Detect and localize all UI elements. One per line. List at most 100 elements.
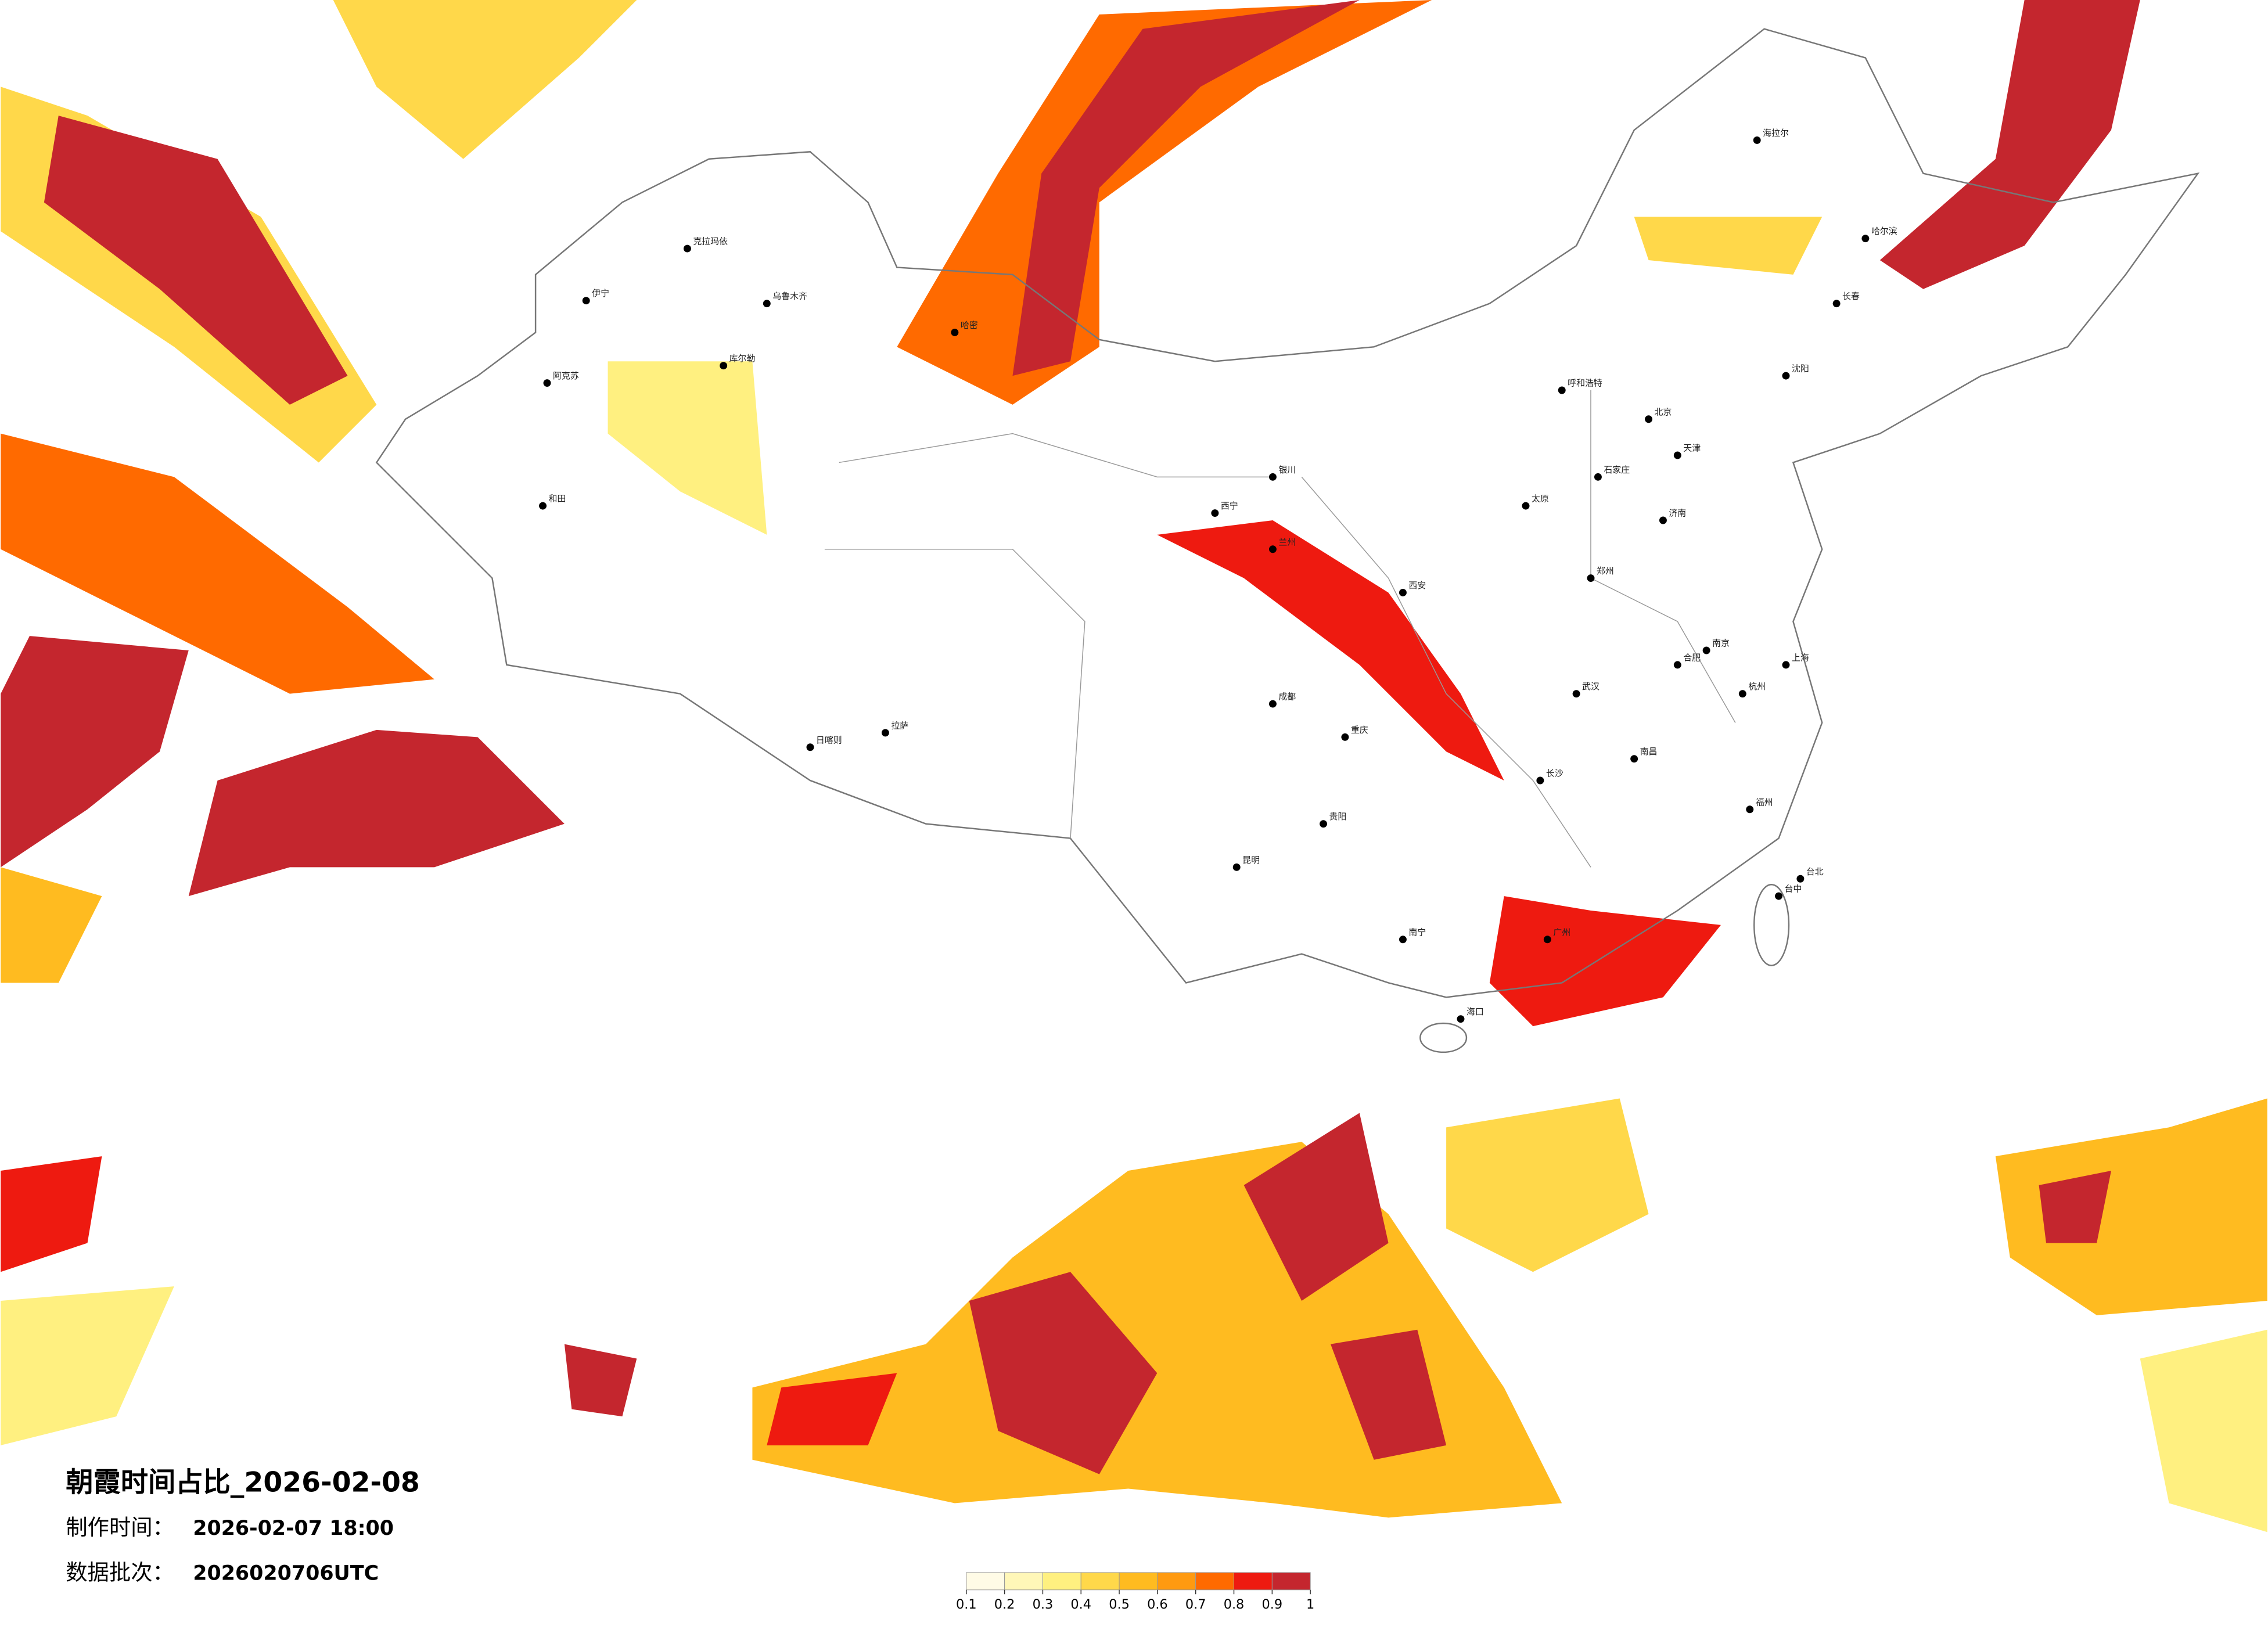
heat-area xyxy=(1,1156,102,1272)
made-time: 2026-02-07 18:00 xyxy=(193,1517,394,1540)
city-label: 呼和浩特 xyxy=(1568,378,1602,388)
tick-label: 0.9 xyxy=(1262,1597,1283,1612)
city-label: 广州 xyxy=(1553,927,1570,937)
city-dot xyxy=(1832,300,1841,308)
city-dot xyxy=(1645,415,1653,423)
city-dot xyxy=(683,244,691,253)
city-label: 库尔勒 xyxy=(729,353,756,364)
city-dot xyxy=(1746,805,1754,814)
heat-area xyxy=(1634,217,1823,275)
city-dot xyxy=(1558,386,1566,394)
heat-area xyxy=(564,1344,637,1417)
city-label: 西宁 xyxy=(1221,501,1238,511)
batch: 2026020706UTC xyxy=(193,1562,379,1585)
province-border xyxy=(824,390,1736,868)
city-dot xyxy=(1268,545,1277,553)
tick-label: 0.3 xyxy=(1033,1597,1054,1612)
city-dot xyxy=(1796,875,1805,883)
city-dot xyxy=(1522,502,1530,510)
city-label: 哈密 xyxy=(961,320,978,330)
tick-label: 0.5 xyxy=(1109,1597,1130,1612)
color-box xyxy=(1195,1572,1235,1591)
city-dot xyxy=(763,300,771,308)
heat-area xyxy=(2039,1171,2111,1243)
color-box xyxy=(1234,1572,1273,1591)
city-dot xyxy=(951,328,959,336)
heat-area xyxy=(1446,1098,1649,1272)
heat-area xyxy=(752,1142,1562,1518)
heat-area xyxy=(767,1373,897,1445)
city-label: 武汉 xyxy=(1582,681,1600,692)
heat-area xyxy=(1330,1329,1447,1460)
city-dot xyxy=(1782,661,1790,669)
heat-area xyxy=(1,433,434,694)
city-label: 克拉玛依 xyxy=(693,236,728,247)
city-dot xyxy=(1753,136,1761,144)
city-dot xyxy=(1782,372,1790,380)
city-label: 天津 xyxy=(1683,443,1701,454)
city-label: 成都 xyxy=(1278,692,1296,702)
heat-layer xyxy=(1,0,2267,1533)
city-dot xyxy=(1457,1015,1465,1023)
city-dot xyxy=(1232,863,1241,871)
city-dot xyxy=(1861,235,1870,243)
heat-area xyxy=(1,1286,174,1445)
heat-area xyxy=(1157,520,1504,780)
tick-label: 0.8 xyxy=(1224,1597,1245,1612)
city-dot xyxy=(1543,936,1551,944)
taiwan-outline xyxy=(1753,883,1790,966)
city-label: 贵阳 xyxy=(1329,811,1347,822)
tick-label: 0.1 xyxy=(956,1597,977,1612)
city-label: 哈尔滨 xyxy=(1871,226,1897,236)
heat-area xyxy=(1879,0,2140,289)
heat-area xyxy=(44,116,348,405)
city-dot xyxy=(1320,820,1328,828)
city-dot xyxy=(1211,509,1219,517)
city-dot xyxy=(1702,646,1710,654)
city-label: 福州 xyxy=(1756,797,1773,807)
city-label: 日喀则 xyxy=(816,735,842,745)
city-label: 长春 xyxy=(1842,291,1860,301)
heat-area xyxy=(1995,1098,2267,1315)
city-label: 杭州 xyxy=(1748,681,1766,692)
color-box xyxy=(1157,1572,1196,1591)
city-dot xyxy=(1341,733,1349,741)
city-dot xyxy=(1659,516,1667,524)
city-dot xyxy=(1268,473,1277,481)
city-label: 阿克苏 xyxy=(553,370,579,381)
color-box xyxy=(1042,1572,1081,1591)
city-dot xyxy=(543,379,551,387)
heat-area xyxy=(1012,0,1360,376)
city-label: 银川 xyxy=(1278,465,1296,475)
heat-area xyxy=(1489,896,1721,1027)
batch-label: 数据批次： xyxy=(66,1559,174,1585)
heat-area xyxy=(1,867,102,983)
city-dot xyxy=(1572,690,1580,698)
hainan-outline xyxy=(1419,1022,1468,1053)
city-label: 济南 xyxy=(1669,508,1686,519)
city-label: 南宁 xyxy=(1408,927,1426,937)
tick-label: 0.4 xyxy=(1070,1597,1091,1612)
heat-area xyxy=(2140,1329,2267,1533)
city-dot xyxy=(806,743,814,751)
city-layer: 乌鲁木齐克拉玛依伊宁阿克苏和田库尔勒哈密拉萨日喀则西宁兰州银川成都重庆昆明贵阳南… xyxy=(539,128,1897,1023)
heat-area xyxy=(969,1272,1158,1474)
city-label: 长沙 xyxy=(1546,768,1563,779)
city-label: 伊宁 xyxy=(592,288,609,298)
color-box xyxy=(966,1572,1005,1591)
heat-area xyxy=(608,361,767,535)
country-outline xyxy=(375,28,2200,998)
color-box xyxy=(1004,1572,1043,1591)
city-label: 合肥 xyxy=(1683,652,1701,663)
city-dot xyxy=(1594,473,1602,481)
tick-label: 0.6 xyxy=(1147,1597,1168,1612)
color-box xyxy=(1119,1572,1158,1591)
city-label: 南京 xyxy=(1712,638,1730,649)
city-label: 太原 xyxy=(1532,494,1549,504)
tick-label: 0.7 xyxy=(1185,1597,1206,1612)
tick-label: 0.2 xyxy=(994,1597,1015,1612)
city-label: 石家庄 xyxy=(1604,465,1630,475)
city-dot xyxy=(1399,936,1407,944)
city-dot xyxy=(1775,892,1783,900)
